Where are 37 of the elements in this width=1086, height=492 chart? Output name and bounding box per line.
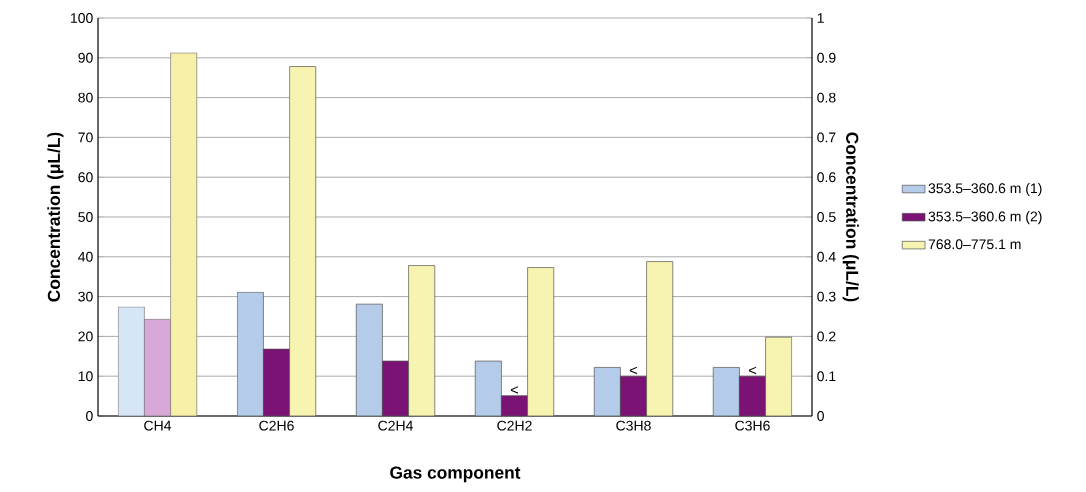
y2-axis-title: Concentration (μL/L)	[842, 132, 859, 302]
y-tick-label: 30	[78, 291, 93, 302]
legend-label: 768.0–775.1 m	[928, 239, 1021, 250]
annotation: <	[510, 386, 519, 394]
y2-tick-label: 0.7	[817, 132, 836, 143]
annotation: <	[629, 366, 638, 375]
x-tick-label: C3H6	[735, 420, 770, 431]
y2-tick-label: 0.8	[817, 92, 836, 103]
x-tick-label: C2H2	[497, 420, 532, 431]
x-tick-label: C3H8	[616, 420, 651, 431]
y-tick-label: 50	[78, 212, 93, 222]
y2-tick-label: 0	[817, 411, 824, 421]
x-tick-label: C2H4	[378, 420, 413, 431]
y-tick-label: 60	[78, 172, 93, 183]
y-tick-label: 10	[78, 371, 93, 382]
legend-label: 353.5–360.6 m (2)	[928, 211, 1042, 225]
y-tick-label: 70	[78, 132, 93, 143]
y-tick-label: 80	[78, 92, 93, 103]
y-tick-label: 40	[78, 251, 93, 262]
y2-tick-label: 0.1	[817, 371, 836, 382]
y-tick-label: 0	[86, 411, 93, 421]
y2-tick-label: 0.2	[817, 331, 836, 342]
y-axis-title: Concentration (μL/L)	[47, 132, 64, 302]
annotation: <	[748, 366, 757, 375]
y-tick-label: 90	[78, 52, 93, 63]
x-axis-title: Gas component	[390, 466, 521, 483]
y2-tick-label: 0.5	[817, 212, 836, 222]
y2-tick-label: 0.9	[817, 52, 836, 63]
y2-tick-label: 0.6	[817, 172, 836, 183]
legend-label: 353.5–360.6 m (1)	[928, 182, 1042, 197]
y-tick-label: 100	[71, 13, 93, 23]
y2-tick-label: 0.4	[817, 251, 836, 262]
x-tick-label: CH4	[144, 420, 172, 431]
y2-tick-label: 0.3	[817, 291, 836, 302]
y2-tick-label: 1	[817, 13, 824, 23]
y-tick-label: 20	[78, 331, 93, 342]
x-tick-label: C2H6	[259, 420, 294, 431]
